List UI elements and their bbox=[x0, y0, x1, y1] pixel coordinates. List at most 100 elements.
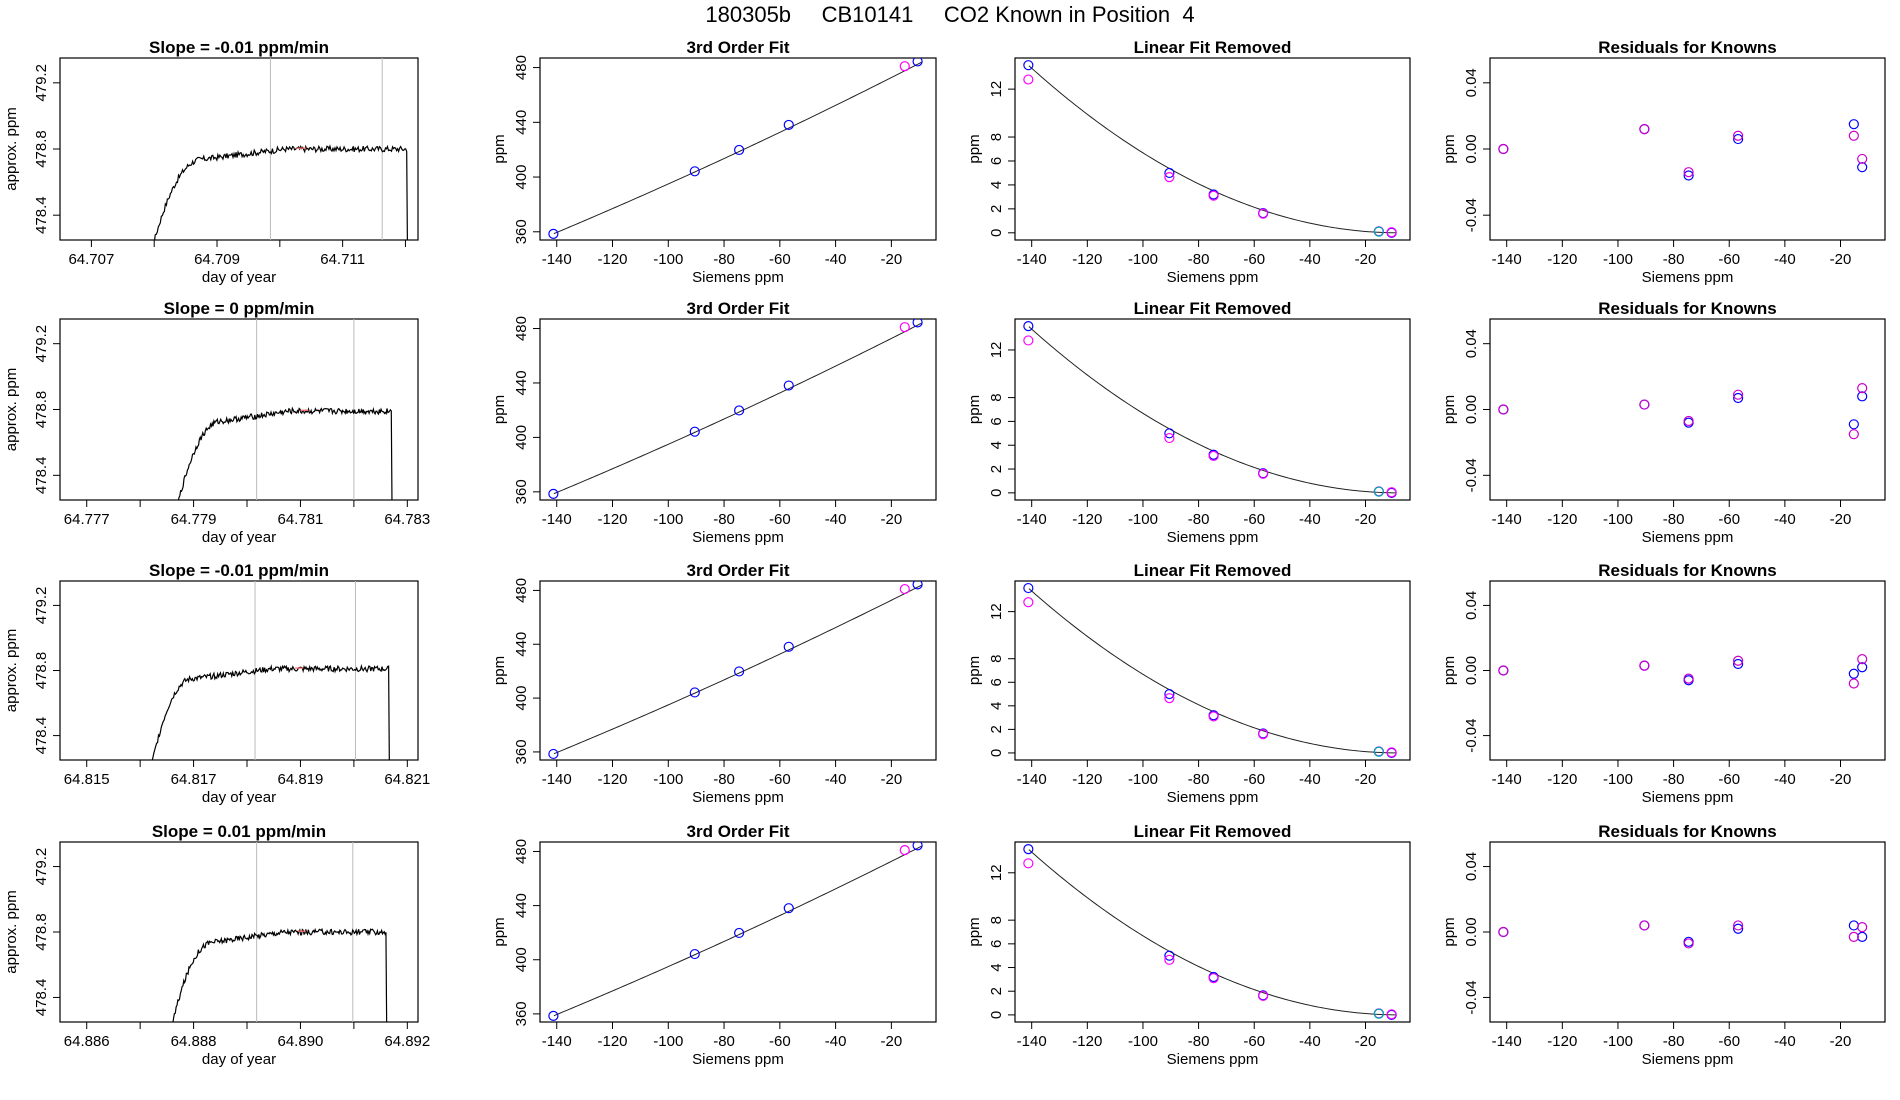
data-point bbox=[1208, 973, 1219, 984]
x-tick-label: -140 bbox=[542, 1033, 572, 1050]
chart-title: Residuals for Knowns bbox=[1598, 822, 1777, 841]
x-tick-label: -40 bbox=[825, 1033, 847, 1050]
data-point bbox=[1733, 133, 1744, 145]
fit-curve bbox=[553, 61, 923, 235]
y-tick-label: 478.8 bbox=[33, 391, 50, 429]
data-layer bbox=[1498, 119, 1868, 181]
x-tick-label: -20 bbox=[1355, 251, 1377, 268]
x-tick-label: -20 bbox=[1355, 771, 1377, 788]
x-axis-label: Siemens ppm bbox=[1642, 529, 1734, 546]
data-layer bbox=[548, 319, 923, 499]
data-point bbox=[1639, 399, 1650, 410]
x-tick-label: -60 bbox=[1718, 511, 1740, 528]
figure-title: 180305b CB10141 CO2 Known in Position 4 bbox=[705, 2, 1195, 27]
plot-frame bbox=[539, 318, 937, 501]
plot-frame bbox=[59, 318, 419, 501]
x-tick-label: -20 bbox=[881, 1033, 903, 1050]
chart-title: Linear Fit Removed bbox=[1134, 299, 1292, 318]
y-tick-label: 478.8 bbox=[33, 913, 50, 951]
data-point bbox=[1733, 130, 1744, 141]
data-point bbox=[1373, 746, 1384, 757]
y-tick-label: 4 bbox=[988, 441, 1005, 449]
data-layer bbox=[1023, 582, 1397, 759]
y-axis-label: ppm bbox=[966, 656, 983, 685]
data-point bbox=[689, 687, 700, 698]
data-point bbox=[1857, 662, 1868, 673]
x-tick-label: -60 bbox=[1718, 251, 1740, 268]
y-tick-label: 4 bbox=[988, 181, 1005, 189]
data-point bbox=[783, 119, 794, 131]
y-axis-label: ppm bbox=[1441, 656, 1458, 685]
x-tick-label: 64.886 bbox=[64, 1033, 110, 1050]
data-point bbox=[1857, 931, 1868, 943]
x-tick-label: -20 bbox=[1830, 771, 1852, 788]
data-point bbox=[1258, 468, 1269, 479]
y-tick-label: 2 bbox=[988, 205, 1005, 213]
x-tick-label: -100 bbox=[1603, 251, 1633, 268]
chart-title: 3rd Order Fit bbox=[687, 561, 790, 580]
y-tick-label: 0.04 bbox=[1463, 329, 1480, 358]
y-tick-label: 6 bbox=[988, 940, 1005, 948]
chart-title: Slope = -0.01 ppm/min bbox=[149, 38, 329, 57]
data-point bbox=[1023, 858, 1034, 869]
x-tick-label: 64.781 bbox=[278, 511, 324, 528]
x-axis-label: Siemens ppm bbox=[692, 789, 784, 806]
data-layer bbox=[1023, 321, 1397, 498]
data-point bbox=[1498, 665, 1509, 676]
y-tick-label: 6 bbox=[988, 157, 1005, 165]
data-point bbox=[1373, 226, 1384, 237]
chart-title: 3rd Order Fit bbox=[687, 38, 790, 57]
y-axis-label: approx. ppm bbox=[3, 368, 20, 451]
data-point bbox=[1258, 208, 1269, 219]
x-tick-label: -80 bbox=[1188, 771, 1210, 788]
x-tick-label: -80 bbox=[1188, 251, 1210, 268]
y-tick-label: 12 bbox=[988, 81, 1005, 98]
y-tick-label: -0.04 bbox=[1463, 980, 1480, 1014]
plot-frame bbox=[1014, 318, 1411, 501]
x-tick-label: -60 bbox=[769, 511, 791, 528]
x-tick-label: -40 bbox=[1774, 1033, 1796, 1050]
y-tick-label: 0.00 bbox=[1463, 656, 1480, 685]
x-tick-label: -120 bbox=[1072, 771, 1102, 788]
x-tick-label: -60 bbox=[1718, 1033, 1740, 1050]
data-point bbox=[548, 228, 559, 239]
chart-panel: Residuals for Knowns -140 -120 -100 -80 -60 -4… bbox=[1441, 299, 1886, 546]
data-point bbox=[899, 322, 910, 333]
plot-frame bbox=[1489, 57, 1886, 241]
y-tick-label: 360 bbox=[513, 219, 530, 244]
data-point bbox=[1683, 673, 1694, 684]
fit-curve bbox=[553, 584, 923, 755]
data-point bbox=[1208, 190, 1219, 201]
data-point bbox=[1733, 658, 1744, 670]
chart-panel: 3rd Order Fit -140 -120 -100 -80 -60 -40 -20 360… bbox=[491, 561, 937, 806]
x-axis-label: Siemens ppm bbox=[692, 269, 784, 286]
y-tick-label: 479.2 bbox=[33, 587, 50, 625]
ppm-trace bbox=[172, 927, 388, 1022]
x-axis-label: Siemens ppm bbox=[1642, 1051, 1734, 1068]
data-point bbox=[1733, 389, 1744, 400]
y-tick-label: 360 bbox=[513, 739, 530, 764]
x-tick-label: -140 bbox=[542, 251, 572, 268]
data-point bbox=[1498, 926, 1509, 938]
y-tick-label: 360 bbox=[513, 1001, 530, 1026]
chart-panel: Residuals for Knowns -140 -120 -100 -80 -60 -4… bbox=[1441, 822, 1886, 1068]
x-tick-label: -100 bbox=[1128, 1033, 1158, 1050]
y-tick-label: -0.04 bbox=[1463, 458, 1480, 492]
data-point bbox=[1164, 432, 1175, 444]
y-tick-label: 478.8 bbox=[33, 130, 50, 168]
y-tick-label: 0 bbox=[988, 749, 1005, 757]
x-axis-label: Siemens ppm bbox=[692, 529, 784, 546]
x-tick-label: -120 bbox=[597, 511, 627, 528]
data-point bbox=[734, 405, 745, 416]
x-tick-label: -60 bbox=[1243, 511, 1265, 528]
y-tick-label: 479.2 bbox=[33, 325, 50, 363]
data-point bbox=[1164, 693, 1175, 704]
data-point bbox=[912, 842, 923, 851]
y-tick-label: 480 bbox=[513, 55, 530, 80]
y-tick-label: 0 bbox=[988, 489, 1005, 497]
x-tick-label: -140 bbox=[1492, 251, 1522, 268]
data-point bbox=[689, 426, 700, 437]
y-tick-label: 8 bbox=[988, 133, 1005, 141]
chart-panel: Linear Fit Removed -140 -120 -100 -80 -60 -40 -… bbox=[966, 561, 1411, 806]
chart-title: Linear Fit Removed bbox=[1134, 822, 1292, 841]
